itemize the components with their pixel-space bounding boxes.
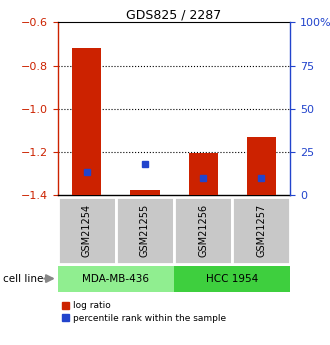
Text: HCC 1954: HCC 1954: [206, 274, 258, 284]
Bar: [72, 48, 101, 195]
Bar: [247, 137, 276, 195]
Bar: [232, 197, 290, 264]
Text: GSM21255: GSM21255: [140, 204, 150, 257]
Text: cell line: cell line: [3, 274, 44, 284]
Title: GDS825 / 2287: GDS825 / 2287: [126, 8, 222, 21]
Bar: [58, 266, 174, 292]
Bar: [58, 197, 116, 264]
Text: GSM21254: GSM21254: [82, 204, 92, 257]
Bar: [174, 266, 290, 292]
Text: MDA-MB-436: MDA-MB-436: [82, 274, 149, 284]
Text: GSM21257: GSM21257: [256, 204, 266, 257]
Bar: [130, 189, 159, 195]
Text: GSM21256: GSM21256: [198, 204, 208, 257]
Bar: [116, 197, 174, 264]
Bar: [174, 197, 232, 264]
Bar: [189, 153, 218, 195]
Legend: log ratio, percentile rank within the sample: log ratio, percentile rank within the sa…: [62, 301, 226, 323]
